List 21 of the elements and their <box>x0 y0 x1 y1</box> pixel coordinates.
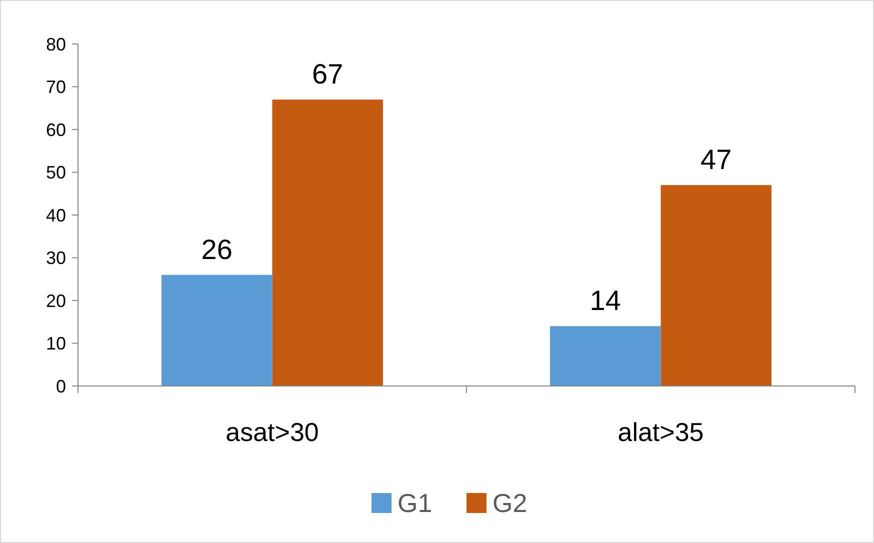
legend-label: G1 <box>398 488 432 518</box>
y-tick-label: 0 <box>56 376 66 396</box>
data-label: 67 <box>312 58 344 90</box>
y-tick-label: 80 <box>46 34 66 54</box>
data-label: 26 <box>201 234 232 265</box>
data-label: 14 <box>590 285 621 316</box>
bar <box>162 274 272 386</box>
bar <box>272 100 383 386</box>
bar <box>550 326 661 386</box>
data-label: 47 <box>700 144 732 176</box>
y-tick-label: 40 <box>46 205 66 226</box>
x-tick-label: asat>30 <box>226 417 319 447</box>
y-tick-label: 50 <box>46 162 66 183</box>
y-tick-label: 20 <box>46 290 66 311</box>
y-tick-label: 10 <box>46 334 66 354</box>
y-tick-label: 70 <box>46 77 66 98</box>
legend-label: G2 <box>492 488 528 518</box>
x-tick-label: alat>35 <box>618 417 704 447</box>
y-tick-label: 30 <box>46 248 66 268</box>
y-tick-label: 60 <box>46 120 66 140</box>
bar <box>660 185 772 386</box>
